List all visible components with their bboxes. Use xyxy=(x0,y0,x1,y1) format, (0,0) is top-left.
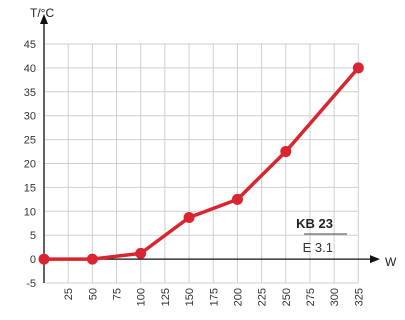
y-tick-label: 5 xyxy=(30,230,36,242)
y-axis-arrow xyxy=(40,14,48,24)
x-tick-label: 325 xyxy=(353,288,365,306)
x-tick-label: 225 xyxy=(257,288,269,306)
y-tick-label: 10 xyxy=(24,206,36,218)
data-point xyxy=(38,253,50,265)
x-axis-label: W xyxy=(385,255,397,269)
y-tick-label: 30 xyxy=(24,111,36,123)
grid xyxy=(44,43,359,284)
tick-labels: -5 0 5 10 15 20 25 30 35 40 45 25 50 75 100 125 150 175 20… xyxy=(24,39,366,306)
data-point xyxy=(280,146,292,158)
x-tick-label: 150 xyxy=(184,288,196,306)
data-point xyxy=(231,193,243,205)
x-tick-label: 175 xyxy=(208,288,220,306)
y-tick-label: -5 xyxy=(26,278,36,290)
y-axis-label: T/°C xyxy=(30,6,54,20)
x-axis-arrow xyxy=(370,255,380,264)
data-point xyxy=(183,212,195,224)
x-tick-label: 25 xyxy=(63,288,75,300)
y-tick-label: 20 xyxy=(24,159,36,171)
y-tick-label: 35 xyxy=(24,87,36,99)
x-tick-label: 300 xyxy=(329,288,341,306)
model-annotation: KB 23 xyxy=(296,216,333,231)
x-tick-label: 250 xyxy=(281,288,293,306)
y-tick-label: 45 xyxy=(24,39,36,51)
y-tick-label: 15 xyxy=(24,182,36,194)
x-tick-label: 50 xyxy=(87,288,99,300)
data-point xyxy=(86,253,98,265)
series xyxy=(38,62,364,265)
y-tick-label: 40 xyxy=(24,63,36,75)
x-tick-label: 100 xyxy=(136,288,148,306)
y-tick-label: 25 xyxy=(24,135,36,147)
x-tick-label: 275 xyxy=(305,288,317,306)
x-tick-label: 200 xyxy=(232,288,244,306)
x-tick-label: 125 xyxy=(160,288,172,306)
x-tick-label: 75 xyxy=(112,288,124,300)
data-point xyxy=(352,62,364,74)
efficiency-annotation: E 3.1 xyxy=(303,240,333,255)
data-point xyxy=(135,247,147,259)
y-tick-label: 0 xyxy=(30,254,36,266)
